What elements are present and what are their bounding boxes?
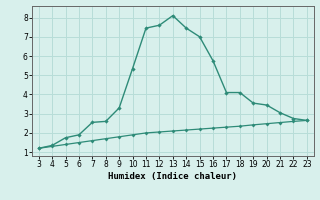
X-axis label: Humidex (Indice chaleur): Humidex (Indice chaleur) bbox=[108, 172, 237, 181]
